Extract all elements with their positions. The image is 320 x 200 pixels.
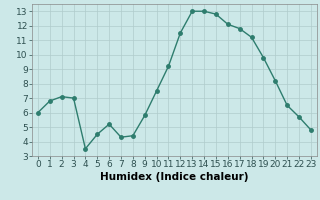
X-axis label: Humidex (Indice chaleur): Humidex (Indice chaleur) [100, 172, 249, 182]
